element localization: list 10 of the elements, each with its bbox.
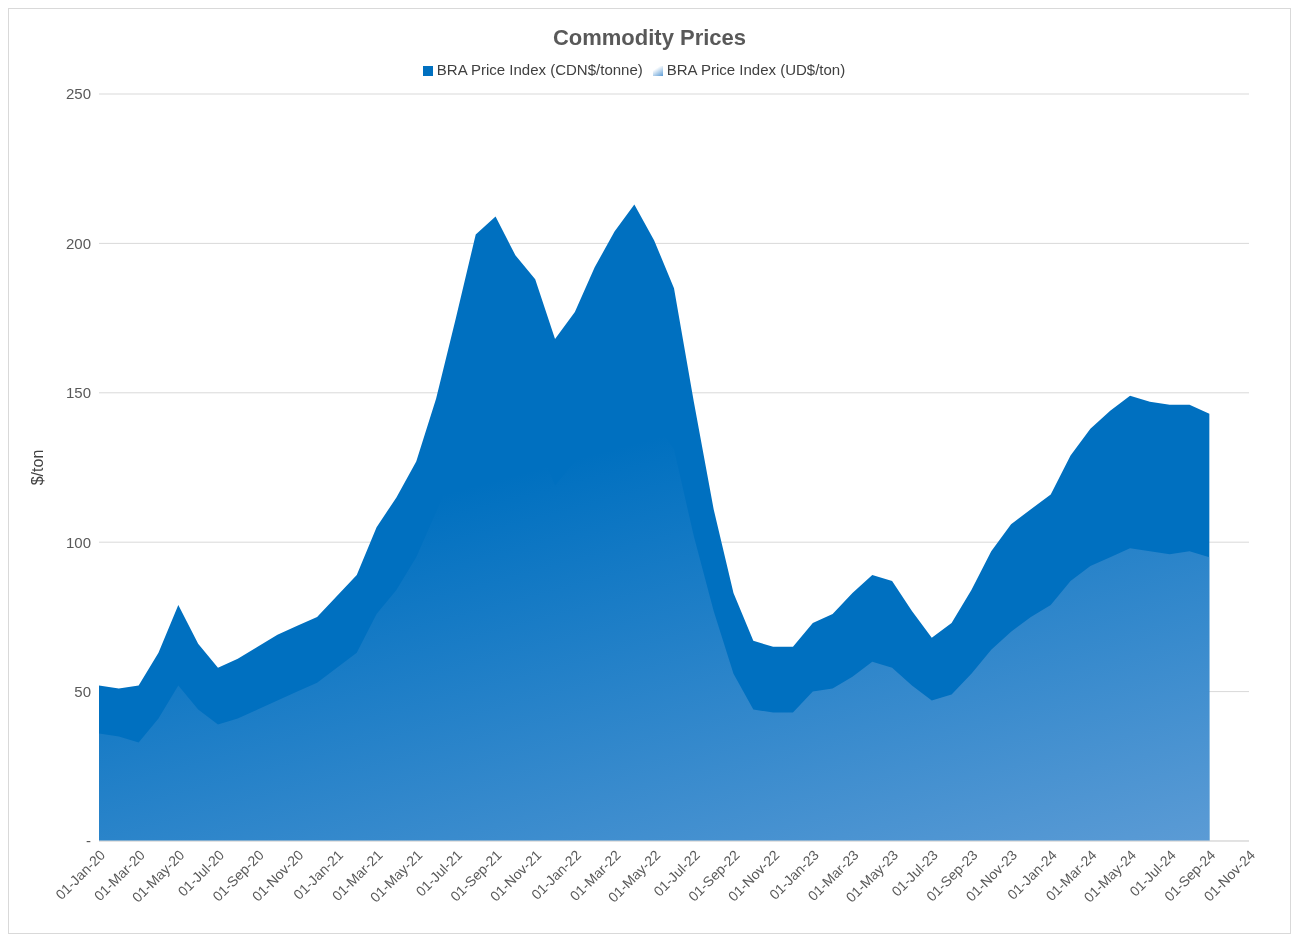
y-tick-label: 100 [65, 533, 91, 551]
y-tick-label: - [86, 832, 91, 850]
legend-label: BRA Price Index (UD$/ton) [666, 61, 846, 78]
chart-title: Commodity Prices [551, 25, 748, 51]
y-tick-label: 150 [65, 384, 91, 402]
y-tick-label: 200 [65, 234, 91, 252]
y-axis-title: $/ton [28, 449, 46, 486]
y-tick-label: 50 [74, 682, 91, 700]
legend-label: BRA Price Index (CDN$/tonne) [436, 61, 643, 78]
y-tick-label: 250 [65, 85, 91, 103]
